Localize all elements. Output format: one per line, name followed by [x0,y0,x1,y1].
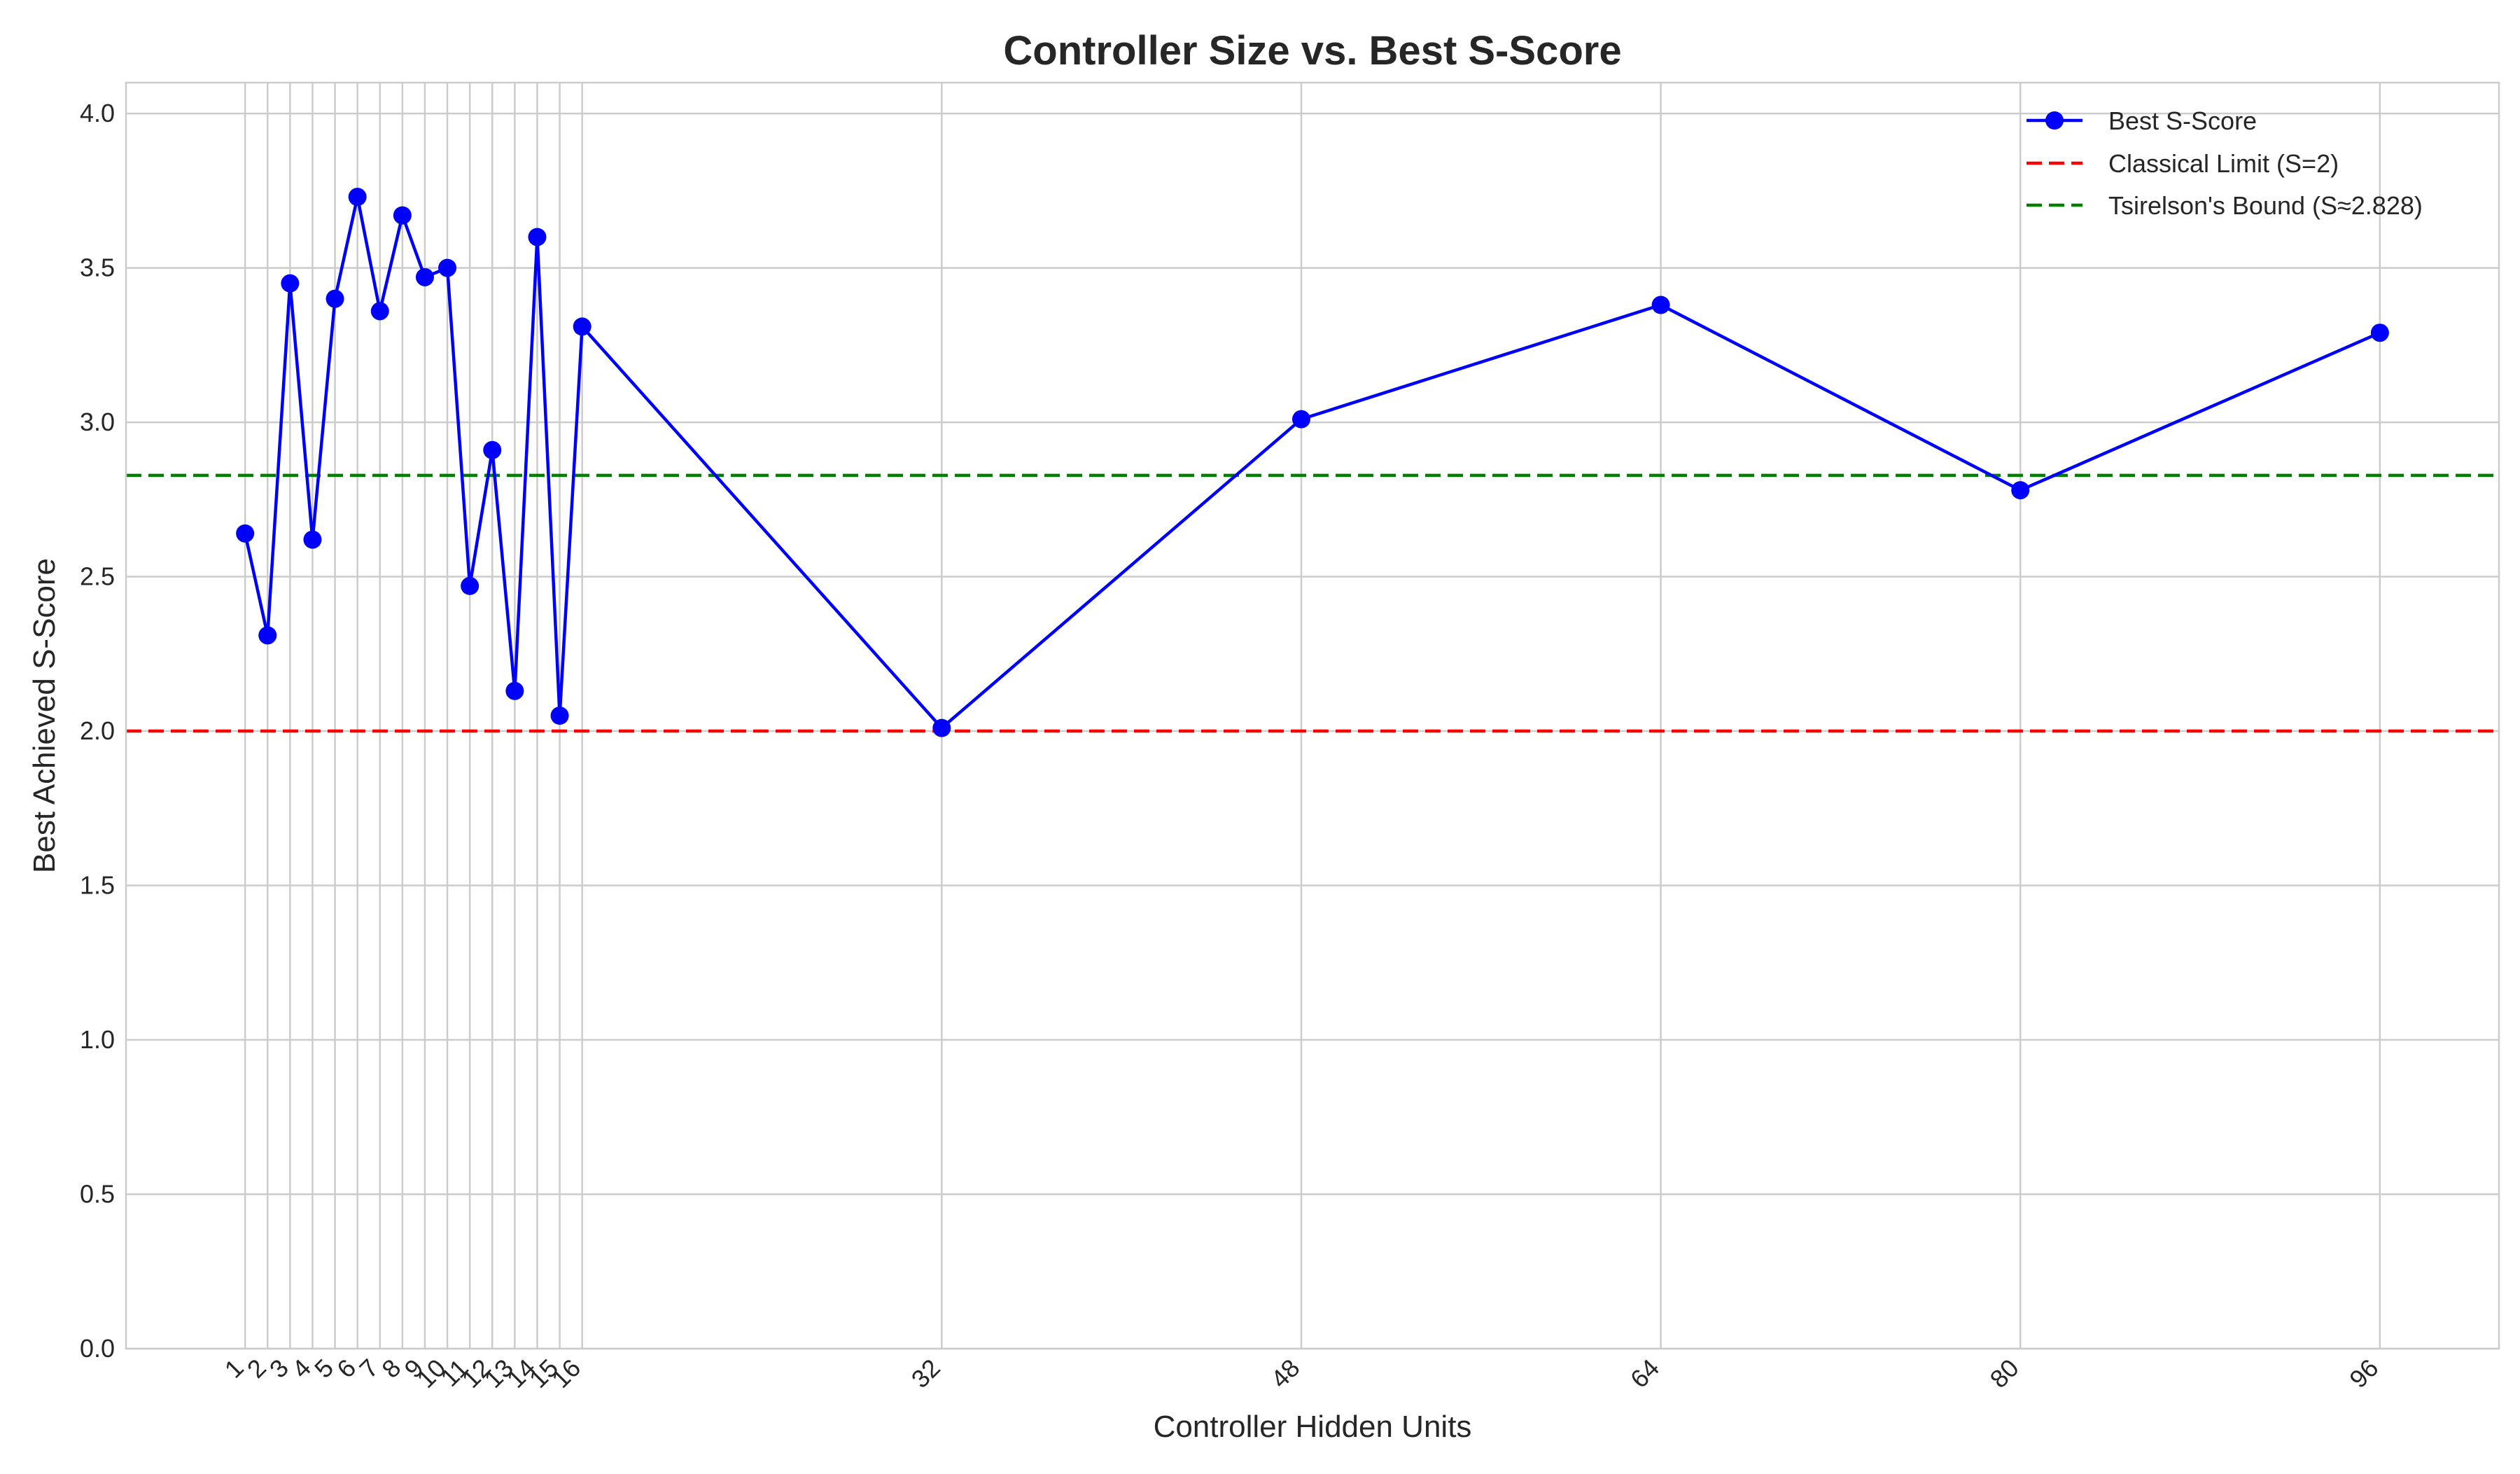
x-tick-label: 64 [1625,1354,1665,1393]
y-tick-label: 3.0 [80,408,115,436]
y-tick-label: 4.0 [80,99,115,127]
x-tick-label: 3 [264,1354,294,1384]
data-point [415,267,434,286]
chart-title: Controller Size vs. Best S-Score [1003,28,1621,74]
x-tick-label: 5 [309,1354,339,1384]
y-tick-label: 2.0 [80,716,115,745]
plot-area [126,83,2499,1349]
y-axis-label: Best Achieved S-Score [27,558,62,873]
data-point [438,258,457,277]
data-point [2011,481,2030,500]
x-axis-label: Controller Hidden Units [1154,1410,1472,1444]
x-tick-label: 2 [241,1354,272,1384]
x-tick-label: 80 [1984,1354,2024,1393]
data-point [1651,296,1670,314]
data-point [528,228,547,246]
data-point [505,681,524,700]
x-tick-label: 4 [286,1354,316,1384]
data-point [550,707,569,725]
x-tick-label: 8 [376,1354,406,1384]
data-point [2370,324,2389,342]
y-tick-label: 2.5 [80,562,115,591]
data-point [281,274,300,293]
reference-lines [126,473,2499,733]
data-point [461,576,479,595]
data-point [258,626,277,645]
series [236,188,2389,737]
y-tick-label: 3.5 [80,253,115,282]
data-point [393,206,412,225]
plot-frame [125,81,2500,1350]
data-point [236,524,255,543]
data-point [303,530,322,549]
data-point [1292,410,1310,429]
x-tick-label: 6 [331,1354,361,1384]
y-tick-label: 1.0 [80,1025,115,1054]
data-point [573,317,592,336]
x-tick-label: 7 [354,1354,384,1384]
legend-marker-best-s-score [2045,111,2064,130]
y-tick-label: 1.5 [80,871,115,900]
legend-label-best-s-score: Best S-Score [2108,106,2257,135]
legend-label-tsirelson-bound: Tsirelson's Bound (S≈2.828) [2108,191,2423,220]
x-tick-label: 16 [546,1354,586,1393]
y-tick-label: 0.0 [80,1334,115,1363]
y-axis-ticks: 0.0 0.5 1.0 1.5 2.0 2.5 3.0 3.5 4.0 [80,99,115,1363]
legend: Best S-Score Classical Limit (S=2) Tsire… [2026,106,2423,220]
x-tick-label: 48 [1265,1354,1305,1393]
x-tick-label: 32 [906,1354,946,1393]
x-tick-label: 1 [219,1354,249,1384]
data-point [932,718,951,737]
y-tick-label: 0.5 [80,1180,115,1209]
legend-label-classical-limit: Classical Limit (S=2) [2108,149,2339,178]
data-point [326,289,344,308]
data-point [483,440,502,459]
x-tick-label: 96 [2344,1354,2384,1393]
data-point [370,302,389,321]
data-point [348,188,367,207]
